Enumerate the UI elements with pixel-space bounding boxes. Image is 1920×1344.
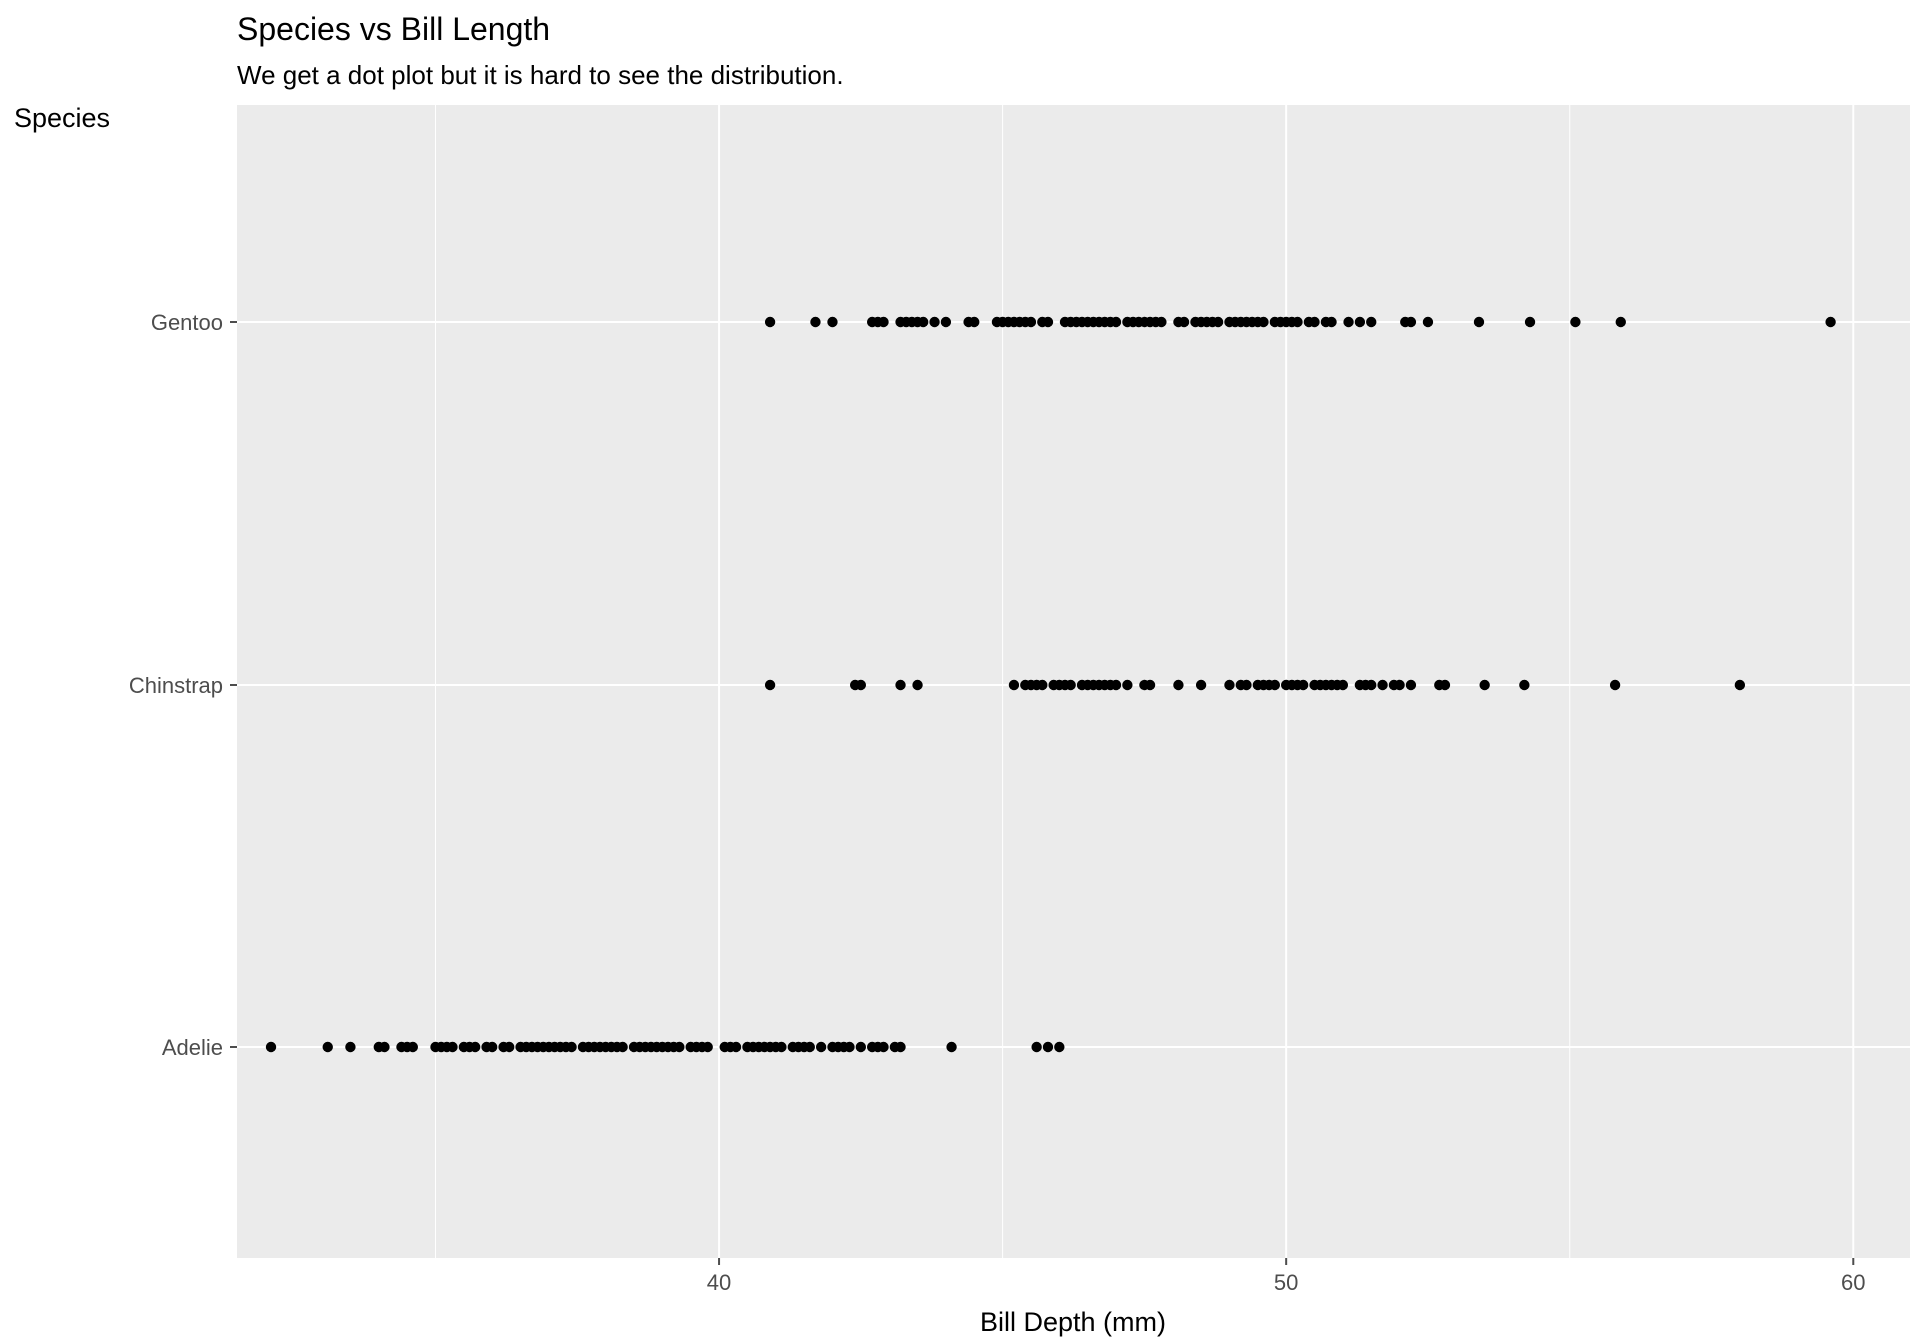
data-point-chinstrap [1195,679,1207,691]
data-point-chinstrap [1008,679,1020,691]
data-point-adelie [730,1041,742,1053]
data-point-gentoo [969,316,980,328]
data-point-adelie [469,1041,481,1053]
data-point-chinstrap [1173,679,1184,691]
data-point-gentoo [1366,316,1377,328]
data-point-adelie [504,1041,515,1053]
data-point-adelie [674,1041,685,1053]
data-point-gentoo [764,316,776,328]
data-point-gentoo [1042,316,1054,328]
data-point-gentoo [1025,316,1037,328]
data-point-gentoo [1825,316,1836,328]
data-point-adelie [322,1041,333,1053]
data-point-chinstrap [1144,679,1156,691]
data-point-gentoo [1422,316,1434,328]
data-point-gentoo [1156,316,1167,328]
data-point-adelie [844,1041,855,1053]
x-axis-title: Bill Depth (mm) [980,1307,1166,1337]
y-axis-title: Species [14,103,110,133]
data-point-chinstrap [1366,679,1377,691]
data-point-chinstrap [1519,679,1530,691]
y-tick-label-adelie: Adelie [162,1035,223,1060]
chart-title: Species vs Bill Length [237,11,550,47]
data-point-gentoo [1570,316,1581,328]
data-point-gentoo [827,316,838,328]
data-point-chinstrap [1337,679,1349,691]
data-point-gentoo [1615,316,1626,328]
data-point-adelie [895,1041,906,1053]
data-points [265,316,1836,1053]
data-point-gentoo [1258,316,1269,328]
data-point-gentoo [1309,316,1320,328]
data-point-adelie [566,1041,577,1053]
axis-ticks [230,321,1855,1265]
y-tick-label-gentoo: Gentoo [151,310,223,335]
grid-lines [237,105,1910,1258]
data-point-adelie [407,1041,419,1053]
data-point-gentoo [1524,316,1536,328]
data-point-chinstrap [1377,679,1388,691]
data-point-adelie [379,1041,390,1053]
x-tick-label-40: 40 [707,1270,731,1295]
data-point-chinstrap [1224,679,1235,691]
data-point-adelie [702,1041,713,1053]
data-point-gentoo [940,316,952,328]
data-point-chinstrap [1479,679,1490,691]
data-point-chinstrap [1241,679,1252,691]
data-point-adelie [878,1041,889,1053]
data-point-chinstrap [1110,679,1122,691]
data-point-adelie [345,1041,356,1053]
data-point-adelie [617,1041,628,1053]
data-point-chinstrap [1394,679,1405,691]
data-point-adelie [487,1041,498,1053]
data-point-gentoo [1343,316,1354,328]
data-point-gentoo [1326,316,1337,328]
y-tick-labels: Adelie Chinstrap Gentoo [129,310,223,1060]
x-tick-labels: 40 50 60 [707,1270,1866,1295]
data-point-adelie [1054,1041,1065,1053]
data-point-gentoo [1212,316,1224,328]
data-point-chinstrap [855,679,867,691]
data-point-chinstrap [1269,679,1281,691]
data-point-gentoo [1178,316,1190,328]
x-tick-label-50: 50 [1274,1270,1298,1295]
data-point-chinstrap [764,679,776,691]
data-point-chinstrap [895,679,906,691]
data-point-gentoo [1473,316,1485,328]
data-point-chinstrap [1609,679,1621,691]
data-point-gentoo [1405,316,1417,328]
y-tick-label-chinstrap: Chinstrap [129,673,223,698]
data-point-adelie [815,1041,827,1053]
data-point-gentoo [1354,316,1366,328]
data-point-adelie [1031,1041,1042,1053]
data-point-chinstrap [1734,679,1746,691]
data-point-chinstrap [1037,679,1048,691]
data-point-adelie [946,1041,957,1053]
data-point-adelie [776,1041,787,1053]
x-tick-label-60: 60 [1841,1270,1865,1295]
data-point-gentoo [810,316,821,328]
data-point-gentoo [918,316,929,328]
data-point-chinstrap [1439,679,1451,691]
data-point-chinstrap [912,679,923,691]
data-point-chinstrap [1065,679,1076,691]
data-point-gentoo [1292,316,1303,328]
data-point-chinstrap [1405,679,1417,691]
chart-subtitle: We get a dot plot but it is hard to see … [237,60,844,90]
data-point-adelie [804,1041,815,1053]
data-point-adelie [447,1041,458,1053]
data-point-adelie [265,1041,277,1053]
data-point-gentoo [1110,316,1122,328]
data-point-chinstrap [1297,679,1309,691]
data-point-gentoo [878,316,889,328]
data-point-adelie [1042,1041,1054,1053]
data-point-chinstrap [1122,679,1133,691]
data-point-gentoo [929,316,940,328]
data-point-adelie [855,1041,867,1053]
